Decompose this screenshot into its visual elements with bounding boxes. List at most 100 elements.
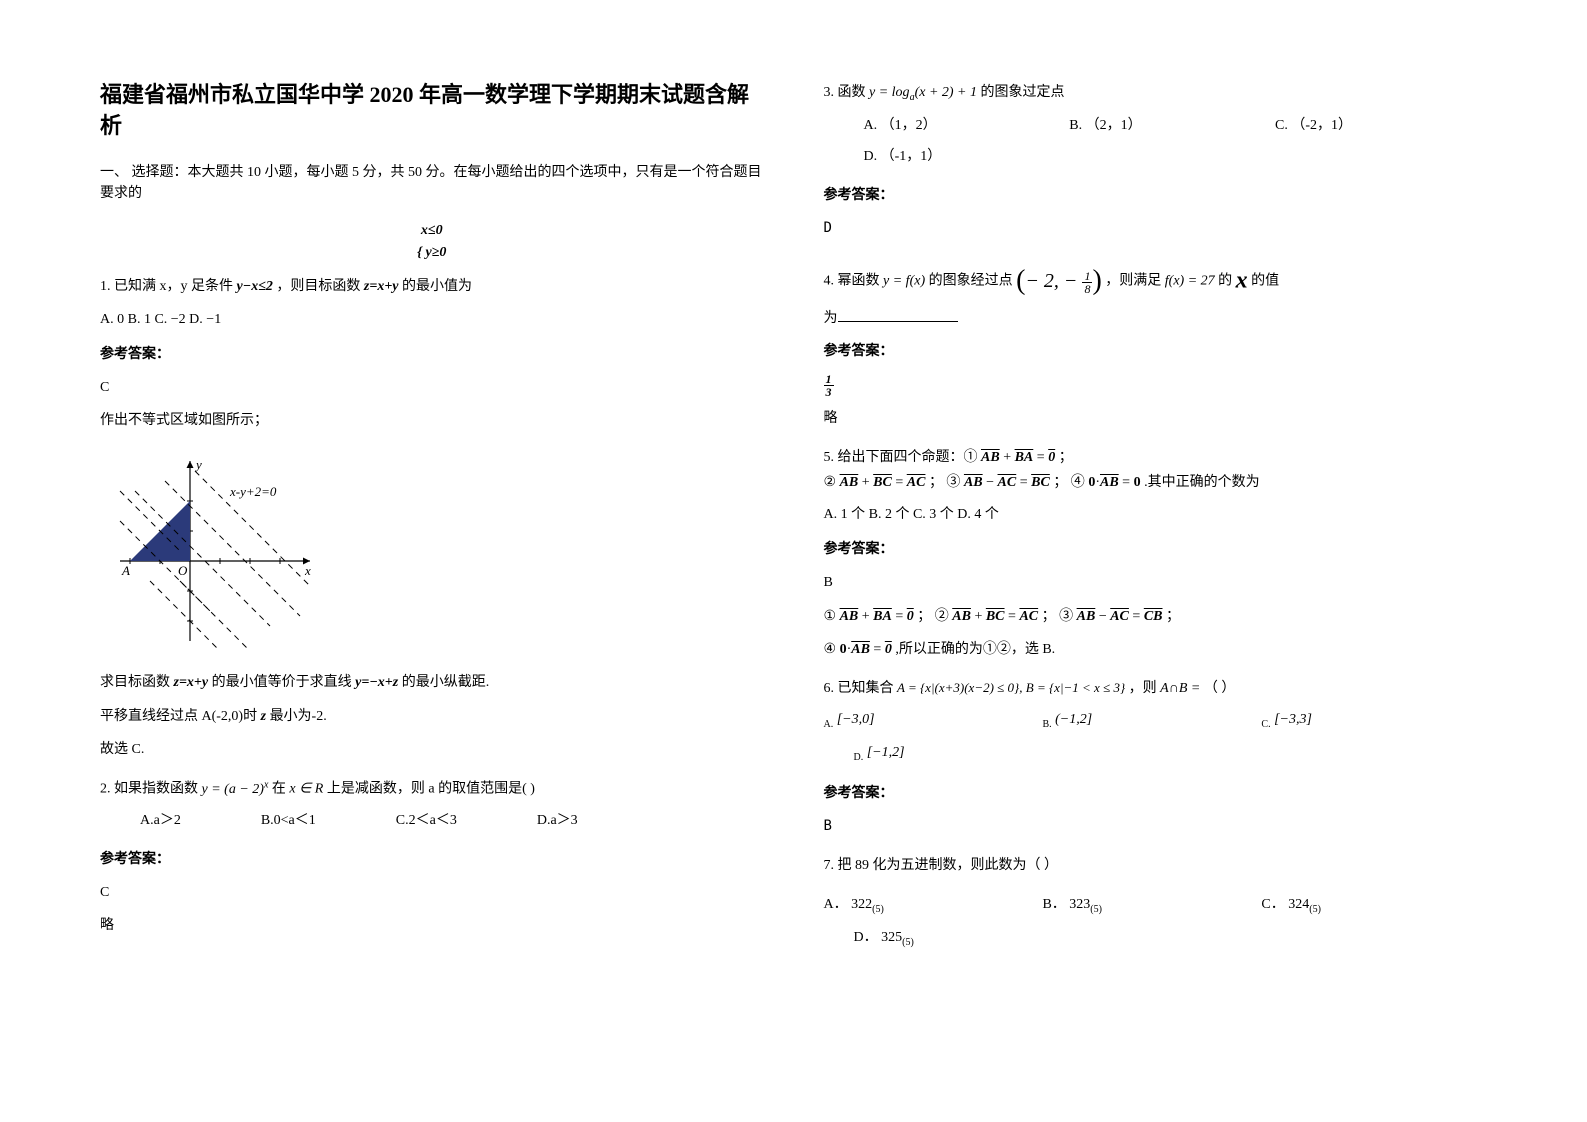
q4-d: 的 (1218, 273, 1232, 288)
q6-text: 6. 已知集合 A = {x|(x+3)(x−2) ≤ 0}, B = {x|−… (824, 676, 1488, 701)
q3-expr: y = loga(x + 2) + 1 (869, 85, 981, 100)
q4-f: 为 (824, 311, 838, 326)
q2-options: A.a＞2 B.0<a＜1 C.2＜a＜3 D.a＞3 (100, 808, 764, 833)
question-5: 5. 给出下面四个命题：① AB + BA = 0 ； ② AB + BC = … (824, 445, 1488, 662)
q6-options: A. [−3,0] B. (−1,2] C. [−3,3] D. [−1,2] (824, 707, 1488, 773)
q2-b: 在 (272, 782, 286, 797)
q3-text: 3. 函数 y = loga(x + 2) + 1 的图象过定点 (824, 80, 1488, 107)
q1-graph: y x x-y+2=0 A O (110, 451, 330, 651)
q4-rparen: ) (1092, 265, 1101, 296)
q6-answer-label: 参考答案： (824, 781, 1488, 806)
page-title: 福建省福州市私立国华中学 2020 年高一数学理下学期期末试题含解析 (100, 80, 764, 142)
q3-answer: D (824, 216, 1488, 241)
q4-yeq: y = f(x) (883, 273, 925, 288)
q7-options: A． 322(5) B． 323(5) C． 324(5) D． 325(5) (824, 892, 1488, 958)
q5-exp-f: ,所以正确的为①②，选 B. (895, 642, 1055, 657)
q1-constraint-3: y−x≤2 (237, 279, 273, 294)
graph-O-label: O (178, 563, 188, 578)
q5-exp3: AB − AC = CB (1077, 609, 1163, 624)
q5-eq3: AB − AC = BC (964, 475, 1050, 490)
q6-optA: A. [−3,0] (824, 707, 1043, 734)
q1-exp2: 求目标函数 z=x+y 的最小值等价于求直线 y=−x+z 的最小纵截距. (100, 670, 764, 695)
q3-b: 的图象过定点 (981, 85, 1065, 100)
q5-exp4: 0·AB = 0 (840, 642, 892, 657)
q6-set: A = {x|(x+3)(x−2) ≤ 0}, B = {x|−1 < x ≤ … (897, 680, 1125, 695)
q7-text: 7. 把 89 化为五进制数，则此数为（ ） (824, 853, 1488, 878)
q3-optB: B. （2，1） (1069, 113, 1275, 138)
q5-a: 5. 给出下面四个命题：① (824, 450, 978, 465)
section-header: 一、 选择题：本大题共 10 小题，每小题 5 分，共 50 分。在每小题给出的… (100, 162, 764, 204)
q2-optD: D.a＞3 (537, 808, 578, 833)
q6-b: ，则 (1129, 681, 1157, 696)
q5-eq1: AB + BA = 0 (981, 450, 1055, 465)
q5-d: ； ④ (1053, 475, 1085, 490)
q5-c: ； ③ (929, 475, 961, 490)
q2-answer: C (100, 880, 764, 905)
q5-exp-a: ① (824, 609, 837, 624)
q2-answer-label: 参考答案： (100, 847, 764, 872)
q2-optC: C.2＜a＜3 (396, 808, 457, 833)
q2-c: 上是减函数，则 a 的取值范围是( ) (327, 782, 535, 797)
question-7: 7. 把 89 化为五进制数，则此数为（ ） A． 322(5) B． 323(… (824, 853, 1488, 958)
q3-options: A. （1，2） B. （2，1） C. （-2，1） D. （-1，1） (824, 113, 1488, 175)
q7-optA: A． 322(5) (824, 892, 1043, 919)
q4-line2: 为 (824, 306, 1488, 331)
q1-exp2-z: z=x+y (174, 675, 209, 690)
q5-b: ② (824, 475, 837, 490)
q5-eq4: 0·AB = 0 (1088, 475, 1140, 490)
q7-optC: C． 324(5) (1261, 892, 1480, 919)
q1-constraint-2: { y≥0 (100, 242, 764, 264)
graph-line-label: x-y+2=0 (229, 484, 277, 499)
q5-answer: B (824, 570, 1488, 595)
q5-e: .其中正确的个数为 (1144, 475, 1260, 490)
q2-text: 2. 如果指数函数 y = (a − 2)x 在 x ∈ R 上是减函数，则 a… (100, 776, 764, 802)
q6-optC: C. [−3,3] (1261, 707, 1480, 734)
q2-a: 2. 如果指数函数 (100, 782, 198, 797)
q4-blank (838, 321, 958, 322)
graph-y-label: y (194, 457, 202, 472)
q6-answer: B (824, 814, 1488, 839)
q4-exp: 略 (824, 406, 1488, 431)
q1-exp2-c: 的最小纵截距. (402, 675, 490, 690)
q4-point: − 2, − 18 (1025, 270, 1092, 292)
q6-optD: D. [−1,2] (824, 740, 1043, 767)
q5-text: 5. 给出下面四个命题：① AB + BA = 0 ； (824, 445, 1488, 470)
q5-text-2: ② AB + BC = AC ； ③ AB − AC = BC ； ④ 0·AB… (824, 470, 1488, 495)
q1-constraint-1: x≤0 (100, 220, 764, 242)
q5-exp-d: ； (1166, 609, 1180, 624)
q5-options: A. 1 个 B. 2 个 C. 3 个 D. 4 个 (824, 501, 1488, 529)
q1-tail: 的最小值为 (402, 279, 472, 294)
q1-options: A. 0 B. 1 C. −2 D. −1 (100, 306, 764, 334)
q4-b: 的图象经过点 (929, 273, 1013, 288)
q4-ans-den: 3 (824, 386, 834, 398)
q5-eq2: AB + BC = AC (840, 475, 926, 490)
q1-suffix: ，则目标函数 (276, 279, 360, 294)
q7-optD: D． 325(5) (824, 925, 1043, 952)
q5-exp-b: ； ② (917, 609, 949, 624)
q4-answer: 13 (824, 372, 1488, 397)
q1-exp2-a: 求目标函数 (100, 675, 170, 690)
question-3: 3. 函数 y = loga(x + 2) + 1 的图象过定点 A. （1，2… (824, 80, 1488, 242)
question-2: 2. 如果指数函数 y = (a − 2)x 在 x ∈ R 上是减函数，则 a… (100, 776, 764, 939)
q6-inter: A∩B = (1160, 681, 1200, 696)
q5-exp1: AB + BA = 0 (840, 609, 914, 624)
q7-optB: B． 323(5) (1042, 892, 1261, 919)
q1-answer-label: 参考答案： (100, 342, 764, 367)
q2-expr: y = (a − 2)x (202, 782, 269, 797)
q6-c: （ ） (1204, 681, 1236, 696)
left-column: 福建省福州市私立国华中学 2020 年高一数学理下学期期末试题含解析 一、 选择… (100, 80, 764, 972)
q5-exp-line2: ④ 0·AB = 0 ,所以正确的为①②，选 B. (824, 637, 1488, 662)
q1-exp2-y: y=−x+z (355, 675, 398, 690)
graph-A-label: A (121, 563, 130, 578)
q1-exp4: 故选 C. (100, 737, 764, 762)
question-4: 4. 幂函数 y = f(x) 的图象经过点 (− 2, − 18) ，则满足 … (824, 256, 1488, 431)
q1-constraints: x≤0 { y≥0 (100, 220, 764, 265)
q3-optC: C. （-2，1） (1275, 113, 1481, 138)
q5-exp-line1: ① AB + BA = 0 ； ② AB + BC = AC ； ③ AB − … (824, 604, 1488, 629)
q5-answer-label: 参考答案： (824, 537, 1488, 562)
q4-c: ，则满足 (1105, 273, 1161, 288)
q2-domain: x ∈ R (289, 782, 323, 797)
q1-answer: C (100, 375, 764, 400)
q5-exp-e: ④ (824, 642, 837, 657)
q1-prefix: 1. 已知满 x，y 足条件 (100, 279, 237, 294)
